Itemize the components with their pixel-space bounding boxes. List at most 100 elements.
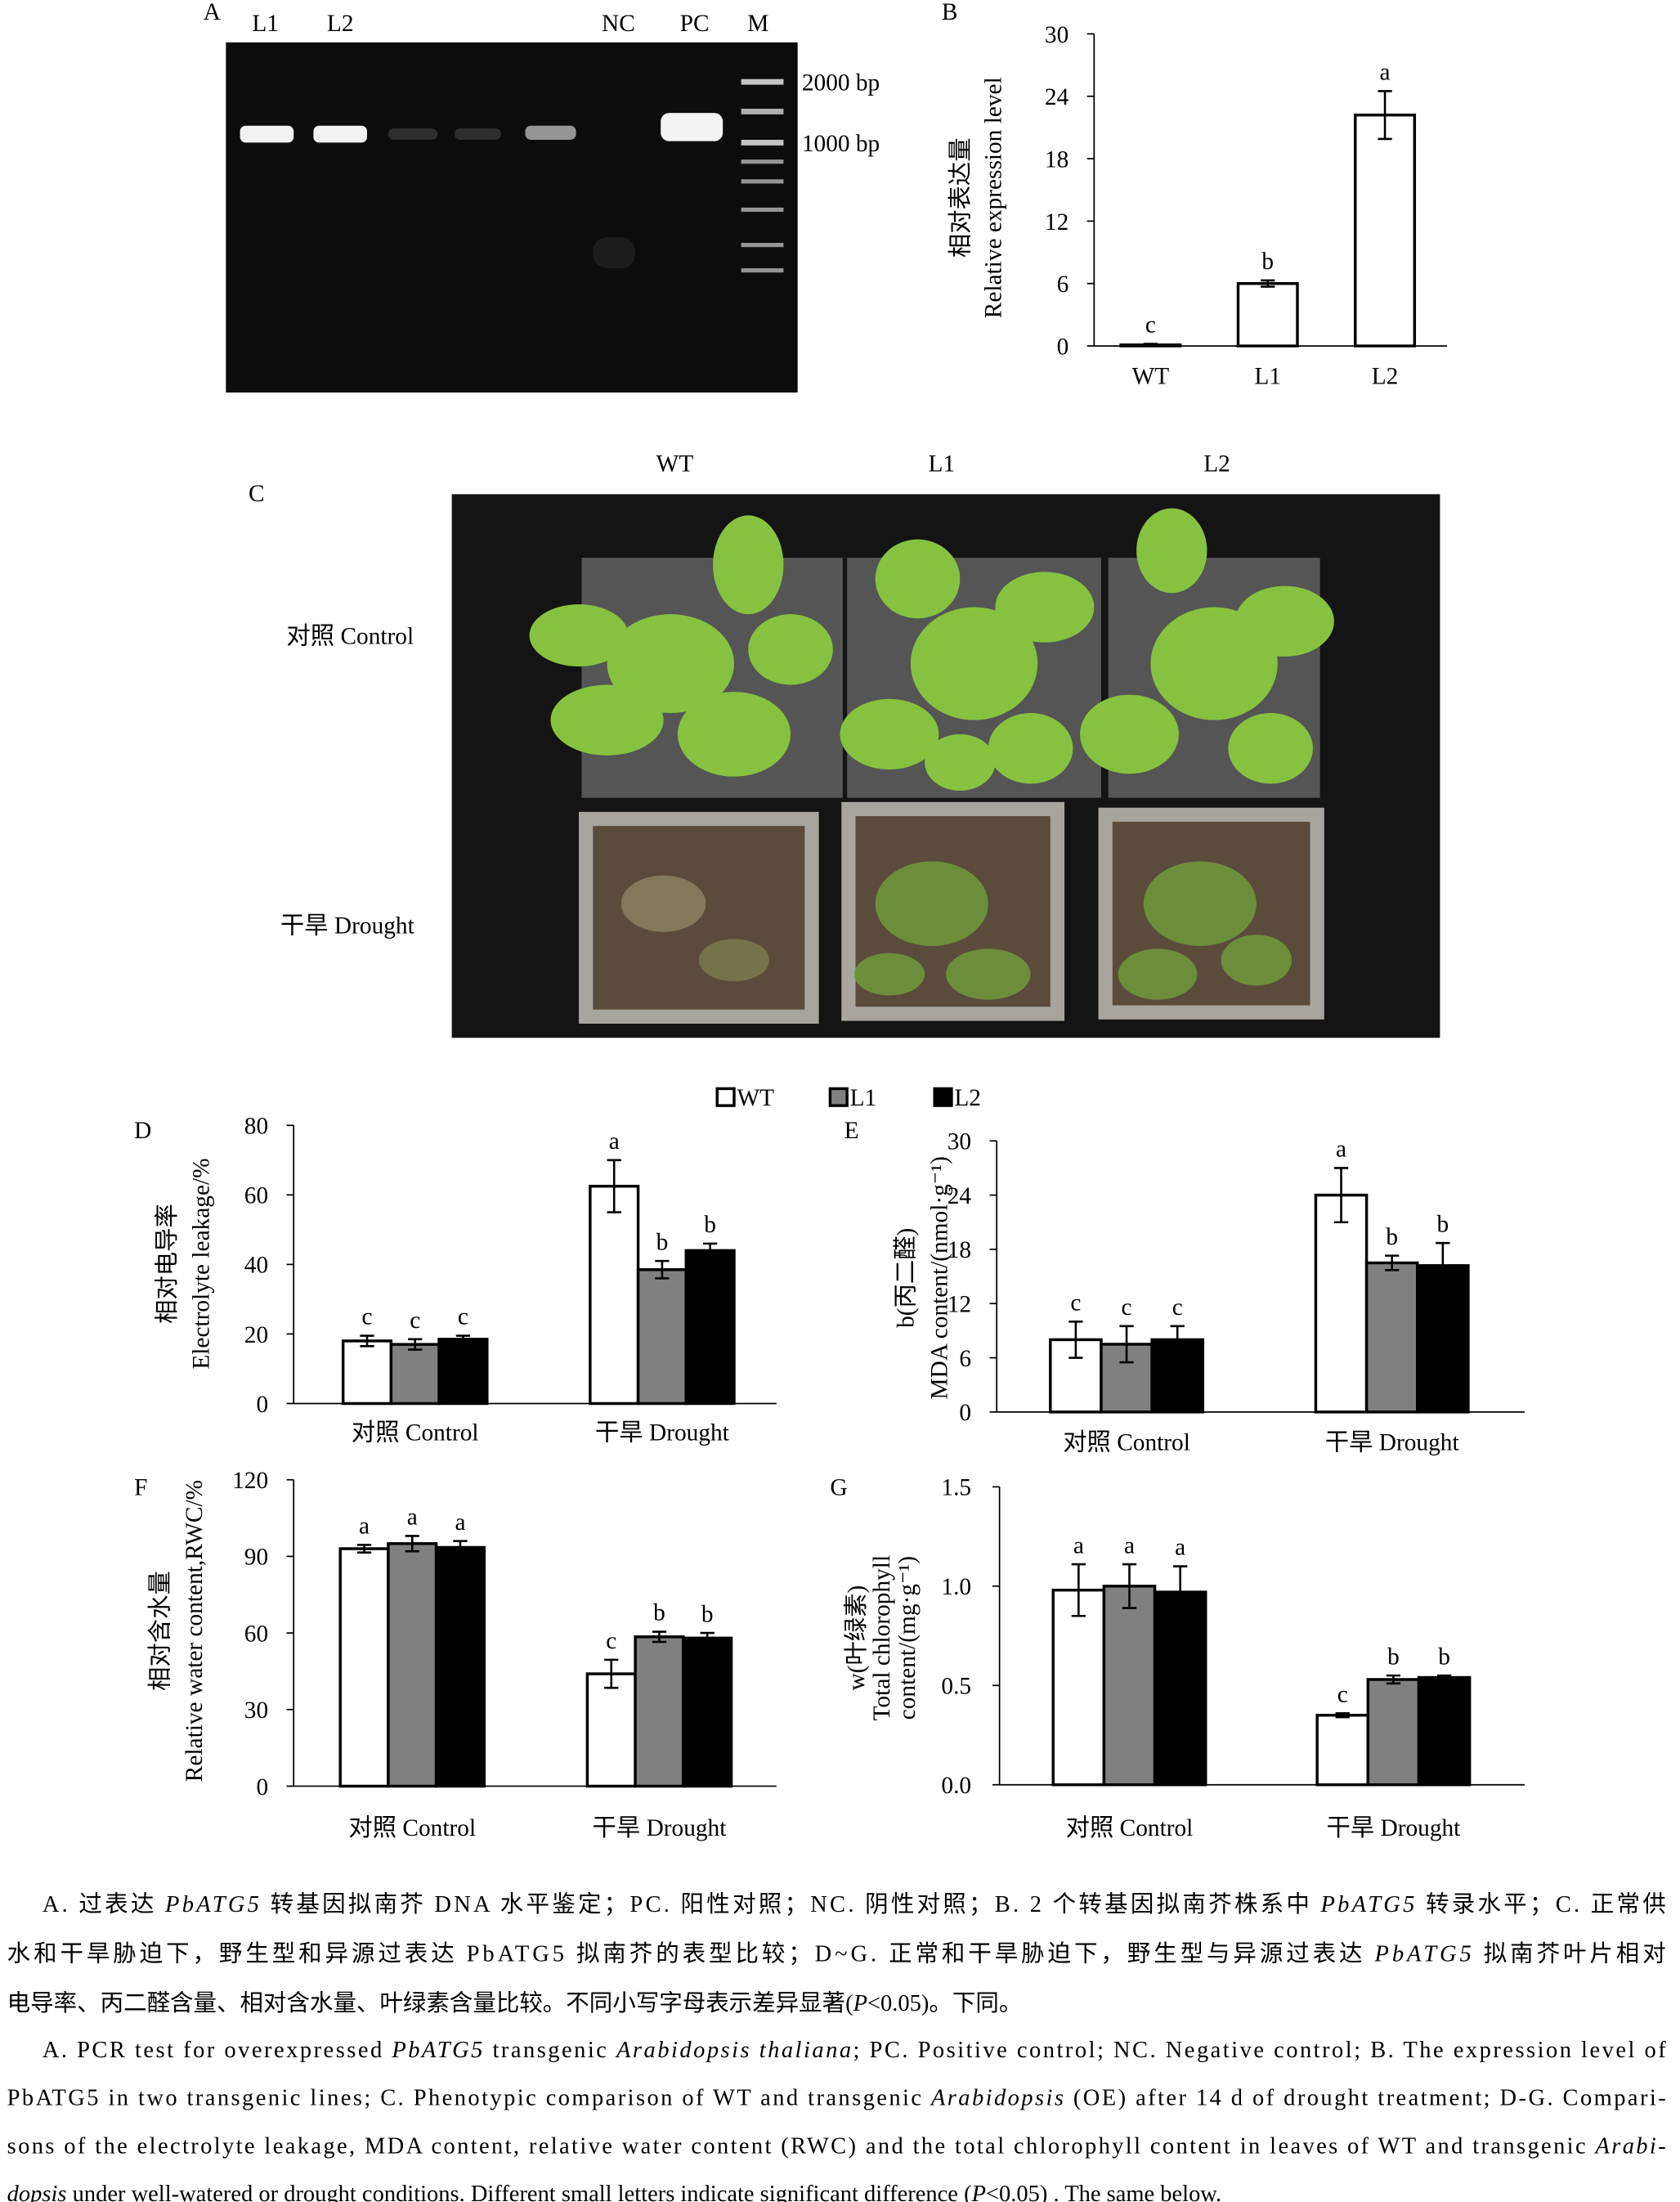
bar [589, 1184, 640, 1406]
caption-segment: PbATG5 [164, 1892, 259, 1917]
plant-photo [451, 494, 1440, 1038]
error-bar [604, 1658, 619, 1689]
y-axis-label: Relative expression level [980, 77, 1006, 318]
y-tick-label: 0.5 [941, 1674, 971, 1700]
bar [1236, 282, 1299, 348]
x-tick-label: 干旱 Drought [593, 1815, 727, 1841]
y-tick-label: 0 [959, 1400, 971, 1426]
error-bar [655, 1259, 670, 1280]
significance-letter: b [1437, 1211, 1449, 1237]
y-tick-label: 0 [256, 1392, 268, 1418]
y-tick-label: 12 [1045, 209, 1068, 235]
significance-letter: b [1261, 249, 1274, 275]
bar [434, 1545, 486, 1788]
panel-label: E [844, 1118, 859, 1144]
y-axis-label: MDA content/(nmol·g⁻¹) [927, 1156, 953, 1399]
ladder [741, 268, 784, 273]
x-tick-label: 对照 Control [352, 1419, 479, 1446]
error-bar [360, 1334, 374, 1348]
y-axis-label: b(丙二醛) [892, 1228, 919, 1328]
lane-label: L1 [252, 11, 279, 37]
significance-letter: a [407, 1505, 418, 1531]
significance-letter: a [1124, 1532, 1135, 1558]
y-tick-label: 30 [948, 1129, 971, 1155]
y-tick-label: 18 [948, 1237, 971, 1263]
significance-letter: b [1386, 1224, 1398, 1250]
y-tick-label: 80 [244, 1114, 268, 1140]
significance-letter: c [1145, 312, 1156, 339]
significance-letter: c [1070, 1290, 1081, 1316]
caption-segment: A. 过表达 [43, 1891, 163, 1917]
significance-letter: b [704, 1212, 716, 1238]
bar [634, 1635, 685, 1788]
error-bar [1335, 1711, 1350, 1719]
bar [1102, 1585, 1157, 1787]
bar [1314, 1193, 1369, 1414]
error-bar [700, 1631, 715, 1644]
band [525, 125, 576, 140]
significance-letter: a [609, 1128, 620, 1155]
error-bar [1122, 1563, 1137, 1609]
caption-segment: transgenic [485, 2038, 615, 2063]
caption-segment: <0.05) . The same below. [986, 2182, 1221, 2202]
bar [636, 1268, 688, 1406]
error-bar [1068, 1321, 1083, 1359]
y-axis-label: 相对含水量 [147, 1571, 174, 1691]
lane-label: PC [680, 11, 710, 37]
band [240, 125, 294, 143]
bar [1416, 1264, 1470, 1414]
significance-letter: a [455, 1509, 465, 1536]
significance-letter: a [1380, 60, 1391, 86]
bar [1364, 1261, 1419, 1414]
band [388, 128, 438, 140]
caption-line: A. 过表达 PbATG5 转基因拟南芥 DNA 水平鉴定；PC. 阳性对照；N… [43, 1891, 1666, 1917]
column-label: L2 [1203, 451, 1230, 478]
ladder [741, 179, 784, 184]
y-tick-label: 60 [244, 1621, 268, 1647]
panel-label: F [134, 1475, 147, 1501]
ladder [741, 159, 784, 164]
error-bar [405, 1535, 419, 1553]
significance-letter: c [1122, 1294, 1132, 1321]
caption-segment: sons of the electrolyte leakage, MDA con… [7, 2133, 1593, 2159]
band [593, 237, 636, 269]
x-tick-label: L2 [1372, 364, 1399, 390]
bar [684, 1249, 736, 1406]
significance-letter: c [1172, 1294, 1183, 1321]
lane-label: NC [602, 11, 635, 37]
caption-segment: PbATG5 [1319, 1892, 1414, 1917]
error-bar [455, 1334, 471, 1344]
caption-segment: 转基因拟南芥 DNA 水平鉴定；PC. 阳性对照；NC. 阴性对照；B. 2 个… [262, 1891, 1318, 1917]
error-bar [1170, 1325, 1185, 1355]
y-tick-label: 0.0 [941, 1773, 971, 1799]
significance-letter: c [410, 1307, 420, 1334]
legend-swatch [933, 1087, 953, 1107]
x-tick-label: 干旱 Drought [1327, 1815, 1461, 1841]
caption-segment: Arabidopsis [930, 2086, 1064, 2111]
x-tick-label: 干旱 Drought [595, 1419, 729, 1446]
y-axis-label: w(叶绿素) [843, 1585, 870, 1691]
row-label: 干旱 Drought [280, 913, 414, 939]
gel-image [226, 42, 798, 393]
panel-label: D [134, 1118, 151, 1144]
significance-letter: a [1073, 1532, 1084, 1558]
y-tick-label: 18 [1045, 146, 1068, 173]
error-bar [607, 1159, 621, 1213]
error-bar [1378, 90, 1392, 141]
row-label: 对照 Control [286, 622, 414, 649]
caption-segment: 水和干旱胁迫下，野生型和异源过表达 PbATG5 拟南芥的表型比较；D~G. 正… [7, 1941, 1372, 1967]
column-label: WT [656, 451, 694, 478]
y-tick-label: 24 [1045, 84, 1069, 110]
error-bar [453, 1540, 468, 1555]
caption-line: 电导率、丙二醛含量、相对含水量、叶绿素含量比较。不同小写字母表示差异显著(P<0… [7, 1990, 1023, 2016]
bar [1417, 1675, 1472, 1787]
error-bar [1143, 343, 1158, 348]
caption-line: A. PCR test for overexpressed PbATG5 tra… [43, 2038, 1666, 2063]
y-axis-label: Electrolyte leakage/% [189, 1158, 215, 1369]
significance-letter: a [359, 1514, 370, 1540]
bar [341, 1339, 393, 1406]
significance-letter: b [653, 1600, 665, 1626]
y-axis-label: Total chlorophyll [869, 1555, 895, 1721]
caption-line: PbATG5 in two transgenic lines; C. Pheno… [7, 2086, 1666, 2111]
caption-segment: A. PCR test for overexpressed [43, 2038, 390, 2063]
